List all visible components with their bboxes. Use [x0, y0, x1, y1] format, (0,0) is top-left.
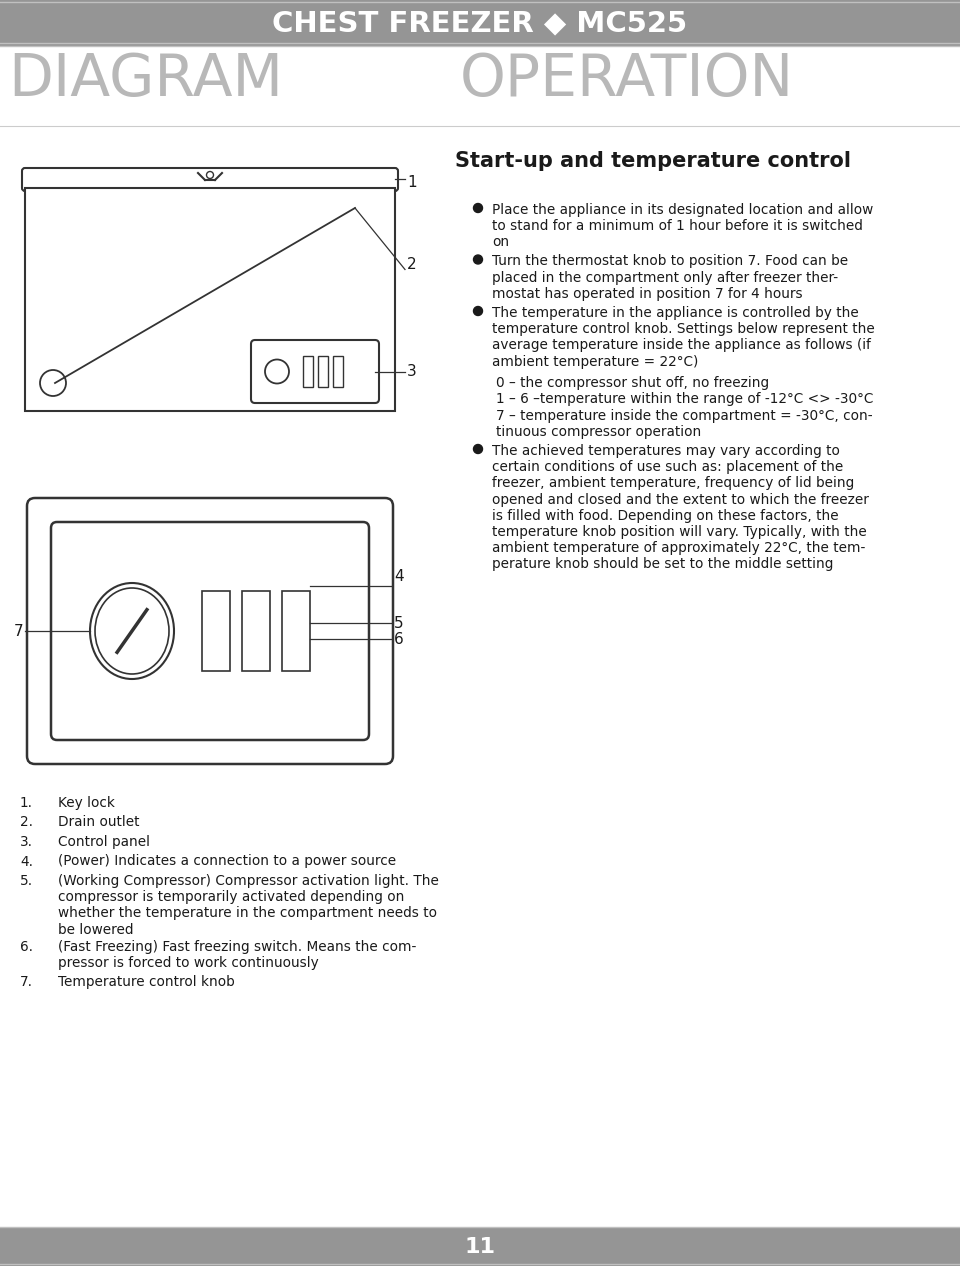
Circle shape	[473, 444, 483, 453]
Text: (Working Compressor) Compressor activation light. The
compressor is temporarily : (Working Compressor) Compressor activati…	[58, 874, 439, 937]
Text: Control panel: Control panel	[58, 836, 150, 849]
Text: Start-up and temperature control: Start-up and temperature control	[455, 151, 851, 171]
Circle shape	[265, 360, 289, 384]
Bar	[25, 187, 395, 411]
Text: CHEST FREEZER ◆ MC525: CHEST FREEZER ◆ MC525	[273, 9, 687, 37]
Text: 5: 5	[394, 615, 403, 630]
Text: The temperature in the appliance is controlled by the
temperature control knob. : The temperature in the appliance is cont…	[492, 306, 875, 368]
Text: 1.: 1.	[20, 796, 33, 810]
Text: (Fast Freezing) Fast freezing switch. Means the com-
pressor is forced to work c: (Fast Freezing) Fast freezing switch. Me…	[58, 939, 417, 970]
Circle shape	[473, 204, 483, 213]
FancyBboxPatch shape	[251, 341, 379, 403]
Text: Place the appliance in its designated location and allow
to stand for a minimum : Place the appliance in its designated lo…	[492, 203, 874, 249]
Text: OPERATION: OPERATION	[460, 51, 794, 108]
Circle shape	[40, 370, 66, 396]
Text: Turn the thermostat knob to position 7. Food can be
placed in the compartment on: Turn the thermostat knob to position 7. …	[492, 254, 848, 301]
Text: The achieved temperatures may vary according to
certain conditions of use such a: The achieved temperatures may vary accor…	[492, 444, 869, 571]
Bar	[202, 591, 230, 671]
Text: 3.: 3.	[20, 836, 33, 849]
Text: DIAGRAM: DIAGRAM	[8, 51, 283, 108]
Circle shape	[473, 306, 483, 315]
Text: 7: 7	[13, 623, 23, 638]
Bar	[0, 0, 960, 46]
Ellipse shape	[95, 587, 169, 674]
Text: (Power) Indicates a connection to a power source: (Power) Indicates a connection to a powe…	[58, 855, 396, 868]
Text: 0 – the compressor shut off, no freezing: 0 – the compressor shut off, no freezing	[496, 376, 769, 390]
Text: 1 – 6 –temperature within the range of -12°C <> -30°C: 1 – 6 –temperature within the range of -…	[496, 392, 874, 406]
Bar	[303, 356, 313, 387]
Bar	[318, 356, 328, 387]
Text: Key lock: Key lock	[58, 796, 115, 810]
Circle shape	[206, 171, 213, 179]
FancyBboxPatch shape	[51, 522, 369, 741]
Bar	[242, 591, 270, 671]
Text: 5.: 5.	[20, 874, 34, 887]
Text: 4.: 4.	[20, 855, 33, 868]
Text: 6.: 6.	[20, 939, 33, 955]
Bar	[0, 1228, 960, 1266]
Text: 7 – temperature inside the compartment = -30°C, con-
tinuous compressor operatio: 7 – temperature inside the compartment =…	[496, 409, 873, 439]
Ellipse shape	[90, 584, 174, 679]
Bar	[333, 356, 343, 387]
Text: 11: 11	[465, 1237, 495, 1257]
FancyBboxPatch shape	[22, 168, 398, 191]
Text: 3: 3	[407, 365, 417, 379]
FancyBboxPatch shape	[27, 498, 393, 763]
Circle shape	[473, 254, 483, 265]
Text: 4: 4	[394, 568, 403, 584]
Text: 7.: 7.	[20, 975, 33, 989]
Text: Drain outlet: Drain outlet	[58, 815, 139, 829]
Text: 1: 1	[407, 175, 417, 190]
Bar	[282, 591, 310, 671]
Text: 6: 6	[394, 632, 404, 647]
Text: 2.: 2.	[20, 815, 33, 829]
Text: 2: 2	[407, 257, 417, 272]
Text: Temperature control knob: Temperature control knob	[58, 975, 235, 989]
